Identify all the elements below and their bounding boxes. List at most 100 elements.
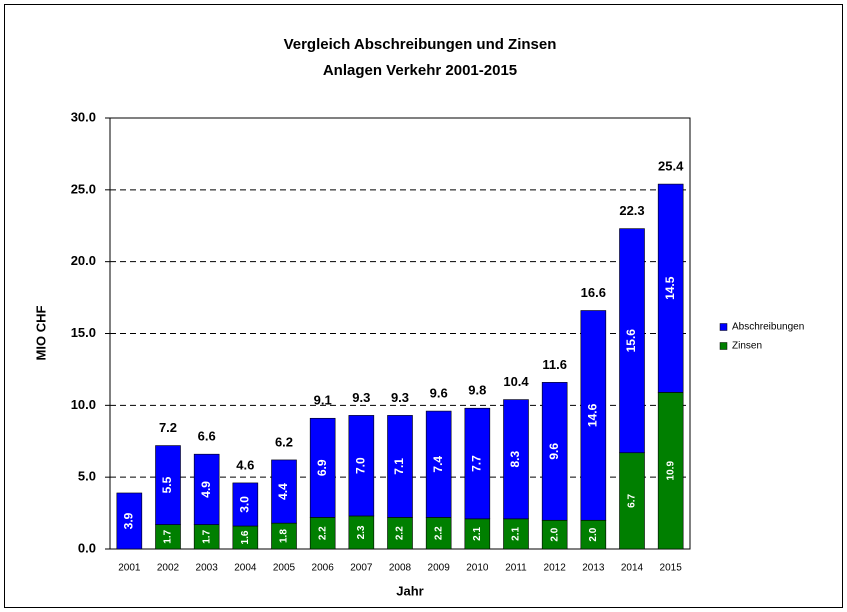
data-label: 6.7 bbox=[627, 493, 638, 507]
bar-segment bbox=[619, 228, 645, 454]
bar-segment bbox=[541, 382, 568, 521]
data-label: 7.7 bbox=[470, 455, 484, 472]
bar-segment bbox=[464, 407, 491, 520]
bar-segment bbox=[619, 452, 645, 550]
data-label: 5.5 bbox=[160, 476, 174, 493]
total-label: 9.8 bbox=[468, 383, 486, 398]
data-label: 15.6 bbox=[624, 329, 638, 353]
legend-label: Abschreibungen bbox=[732, 322, 804, 333]
total-label: 7.2 bbox=[159, 420, 177, 435]
y-tick-label: 25.0 bbox=[71, 181, 96, 196]
data-label: 14.5 bbox=[663, 276, 677, 300]
bar-segment bbox=[155, 445, 181, 525]
bar-segment bbox=[503, 399, 529, 520]
data-label: 2.2 bbox=[433, 526, 444, 540]
chart-subtitle: Anlagen Verkehr 2001-2015 bbox=[323, 62, 517, 79]
bar-segment bbox=[657, 183, 684, 393]
data-label: 2.0 bbox=[588, 527, 599, 541]
bar-segment bbox=[348, 415, 375, 517]
data-label: 9.6 bbox=[547, 443, 561, 460]
data-label: 2.3 bbox=[356, 525, 367, 539]
data-label: 4.9 bbox=[199, 481, 213, 498]
x-tick-label: 2003 bbox=[196, 563, 219, 574]
bar-segment bbox=[348, 515, 375, 550]
bar-segment bbox=[116, 492, 143, 550]
data-label: 2.1 bbox=[472, 527, 483, 541]
total-label: 11.6 bbox=[542, 357, 567, 372]
x-tick-label: 2009 bbox=[428, 563, 451, 574]
y-tick-label: 30.0 bbox=[71, 109, 96, 124]
data-label: 8.3 bbox=[508, 451, 522, 468]
data-label: 6.9 bbox=[315, 459, 329, 476]
x-tick-label: 2011 bbox=[505, 563, 527, 574]
x-axis-label: Jahr bbox=[396, 583, 423, 598]
x-tick-label: 2013 bbox=[582, 563, 605, 574]
data-label: 7.1 bbox=[392, 458, 406, 475]
data-label: 3.9 bbox=[122, 512, 136, 529]
data-label: 7.0 bbox=[354, 457, 368, 474]
legend-swatch bbox=[719, 342, 728, 350]
x-tick-label: 2006 bbox=[312, 563, 335, 574]
x-tick-label: 2004 bbox=[234, 563, 257, 574]
x-tick-label: 2014 bbox=[621, 563, 644, 574]
x-tick-label: 2002 bbox=[157, 563, 180, 574]
total-label: 25.4 bbox=[658, 159, 684, 174]
x-tick-label: 2012 bbox=[544, 563, 567, 574]
data-label: 2.2 bbox=[395, 526, 406, 540]
data-label: 1.8 bbox=[279, 529, 290, 543]
data-label: 1.7 bbox=[163, 529, 174, 543]
x-tick-label: 2008 bbox=[389, 563, 412, 574]
y-axis-label: MIO CHF bbox=[33, 306, 48, 361]
y-tick-label: 10.0 bbox=[71, 397, 96, 412]
x-tick-label: 2001 bbox=[118, 563, 141, 574]
bar-segment bbox=[503, 518, 529, 550]
y-tick-label: 0.0 bbox=[78, 540, 96, 555]
bar-segment bbox=[657, 392, 684, 550]
chart-title: Vergleich Abschreibungen und Zinsen bbox=[284, 36, 557, 53]
total-label: 6.6 bbox=[198, 429, 216, 444]
data-label: 7.4 bbox=[431, 456, 445, 473]
data-label: 10.9 bbox=[665, 461, 676, 481]
bar-segment bbox=[271, 522, 297, 550]
total-label: 9.3 bbox=[352, 390, 370, 405]
data-label: 3.0 bbox=[238, 496, 252, 513]
total-label: 9.6 bbox=[430, 386, 448, 401]
bar-segment bbox=[464, 518, 491, 550]
y-tick-label: 15.0 bbox=[71, 325, 96, 340]
bar-segment bbox=[309, 417, 336, 518]
bar-segment bbox=[193, 524, 220, 550]
total-label: 4.6 bbox=[236, 457, 254, 472]
bar-segment bbox=[580, 310, 607, 521]
x-tick-label: 2015 bbox=[660, 563, 683, 574]
bar-segment bbox=[193, 453, 220, 525]
total-label: 22.3 bbox=[619, 203, 644, 218]
bar-segment bbox=[387, 517, 413, 550]
bar-segment bbox=[155, 524, 181, 550]
y-tick-label: 5.0 bbox=[78, 469, 96, 484]
data-label: 1.7 bbox=[201, 529, 212, 543]
chart-frame bbox=[4, 4, 843, 608]
bar-segment bbox=[232, 482, 259, 527]
legend-swatch bbox=[719, 323, 728, 331]
data-label: 2.0 bbox=[549, 527, 560, 541]
data-label: 1.6 bbox=[240, 530, 251, 544]
data-label: 2.1 bbox=[511, 527, 522, 541]
data-label: 4.4 bbox=[276, 483, 290, 500]
x-tick-label: 2010 bbox=[466, 563, 489, 574]
bar-segment bbox=[425, 410, 452, 518]
data-label: 2.2 bbox=[317, 526, 328, 540]
total-label: 9.1 bbox=[314, 393, 332, 408]
x-tick-label: 2005 bbox=[273, 563, 296, 574]
total-label: 6.2 bbox=[275, 434, 293, 449]
x-tick-label: 2007 bbox=[350, 563, 373, 574]
data-label: 14.6 bbox=[586, 403, 600, 427]
bar-segment bbox=[271, 459, 297, 524]
total-label: 16.6 bbox=[581, 285, 606, 300]
y-tick-label: 20.0 bbox=[71, 253, 96, 268]
total-label: 10.4 bbox=[503, 374, 529, 389]
legend-label: Zinsen bbox=[732, 341, 762, 352]
bar-segment bbox=[387, 415, 413, 518]
total-label: 9.3 bbox=[391, 390, 409, 405]
